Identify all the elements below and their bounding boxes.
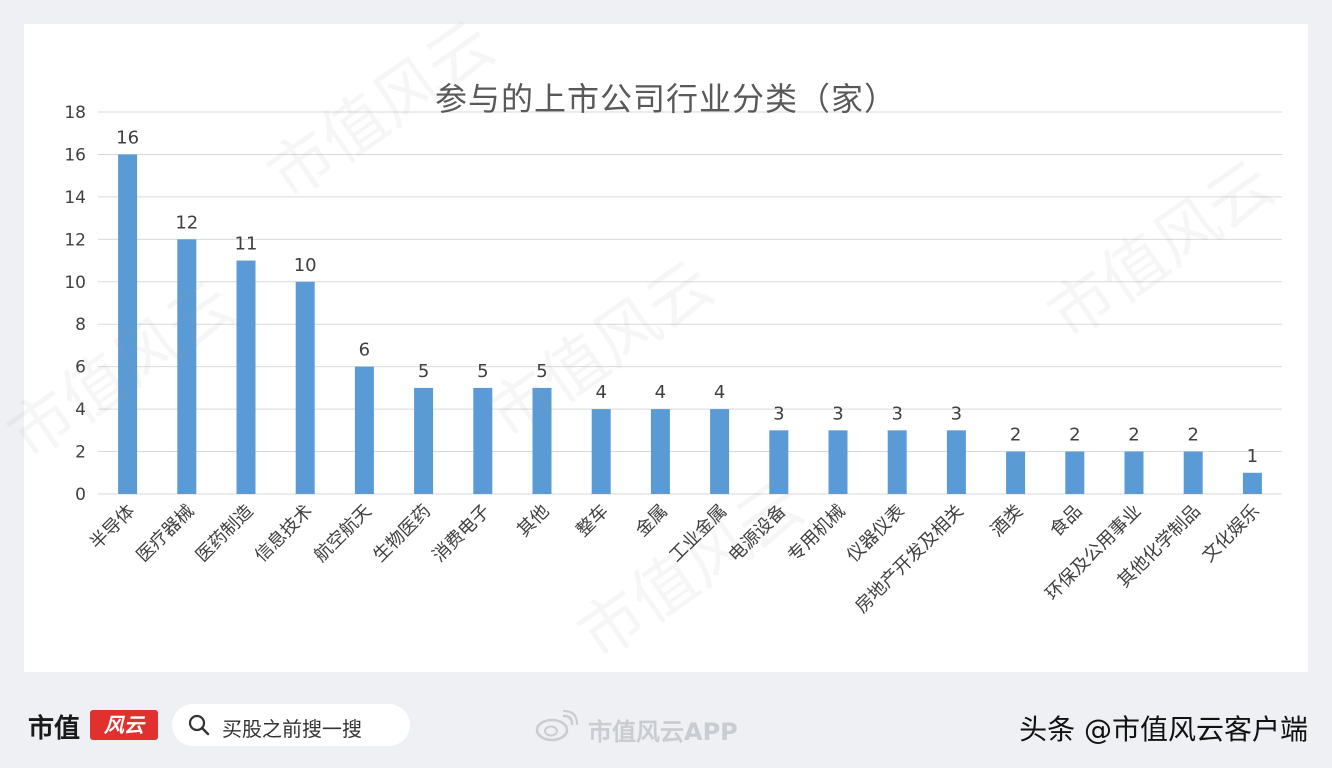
bar (118, 154, 138, 494)
weibo-account-label: 市值风云APP (588, 718, 738, 746)
data-label: 5 (418, 361, 429, 382)
bar (295, 281, 315, 494)
data-label: 5 (477, 361, 488, 382)
bar-chart: 02468101214161816半导体12医疗器械11医药制造10信息技术6航… (64, 103, 1282, 618)
x-tick-label: 文化娱乐 (1198, 501, 1264, 567)
data-label: 2 (1069, 425, 1080, 446)
search-box[interactable]: 买股之前搜一搜 (172, 704, 410, 746)
bar (532, 387, 552, 494)
x-tick-label: 信息技术 (251, 501, 317, 567)
data-label: 3 (773, 403, 784, 424)
bar (591, 409, 611, 494)
x-tick-label: 专用机械 (784, 501, 850, 567)
bar (650, 409, 670, 494)
y-tick-label: 8 (75, 315, 86, 335)
data-label: 12 (175, 212, 198, 233)
data-label: 1 (1247, 446, 1258, 467)
bar (354, 366, 374, 494)
bar (473, 387, 493, 494)
x-tick-label: 医疗器械 (133, 501, 199, 567)
x-tick-label: 生物医药 (369, 501, 435, 567)
x-tick-label: 金属 (632, 501, 672, 541)
data-label: 6 (359, 340, 370, 361)
x-tick-label: 半导体 (86, 501, 139, 554)
chart-card: 0 2 4 6 8 10 12 14 16 18 16 半导体 12 医疗器械 11 医药制造 10 信息技术 6 航… (24, 24, 1308, 672)
bar (1006, 451, 1026, 494)
bar (710, 409, 730, 494)
x-tick-label: 电源设备 (725, 501, 791, 567)
data-label: 4 (595, 382, 606, 403)
bar (236, 260, 256, 494)
x-tick-label: 工业金属 (665, 501, 731, 567)
bar (1065, 451, 1085, 494)
y-tick-label: 6 (75, 358, 86, 378)
data-label: 4 (714, 382, 725, 403)
bar (769, 430, 789, 494)
bar (946, 430, 966, 494)
bar (177, 239, 197, 494)
data-label: 16 (116, 127, 139, 148)
toutiao-account-label: 头条 @市值风云客户端 (1019, 713, 1308, 746)
y-tick-label: 16 (64, 145, 86, 165)
bar (1124, 451, 1144, 494)
y-tick-label: 10 (64, 273, 86, 293)
data-label: 2 (1128, 425, 1139, 446)
bar (828, 430, 848, 494)
x-tick-label: 房地产开发及相关 (851, 501, 968, 618)
y-tick-label: 0 (75, 485, 86, 505)
x-tick-label: 酒类 (987, 501, 1027, 541)
y-tick-label: 14 (64, 188, 86, 208)
bar (887, 430, 907, 494)
x-tick-label: 其他 (513, 501, 553, 541)
chart-title: 参与的上市公司行业分类（家） (434, 80, 897, 118)
footer-bar: 市值 风云 买股之前搜一搜 市值风云APP 头条 @市值风云客户端 (0, 684, 1332, 768)
data-label: 2 (1010, 425, 1021, 446)
brand-logo-text: 市值 (28, 714, 81, 744)
x-tick-label: 消费电子 (429, 501, 495, 567)
bar (414, 387, 434, 494)
data-label: 2 (1187, 425, 1198, 446)
data-label: 4 (655, 382, 666, 403)
search-placeholder: 买股之前搜一搜 (222, 717, 362, 741)
x-tick-label: 整车 (572, 501, 612, 541)
search-icon (188, 714, 210, 736)
bar (1242, 472, 1262, 494)
data-label: 11 (235, 234, 258, 255)
brand-logo-badge: 风云 (90, 710, 158, 740)
y-tick-label: 2 (75, 443, 86, 463)
data-label: 10 (294, 255, 317, 276)
data-label: 3 (951, 403, 962, 424)
y-tick-label: 12 (64, 230, 86, 250)
data-label: 5 (536, 361, 547, 382)
y-tick-label: 18 (64, 103, 86, 123)
x-tick-label: 医药制造 (192, 501, 258, 567)
weibo-icon (535, 710, 578, 742)
data-label: 3 (891, 403, 902, 424)
x-tick-label: 航空航天 (310, 501, 376, 567)
y-tick-label: 4 (75, 400, 86, 420)
bar (1183, 451, 1203, 494)
data-label: 3 (832, 403, 843, 424)
x-tick-label: 食品 (1046, 501, 1086, 541)
